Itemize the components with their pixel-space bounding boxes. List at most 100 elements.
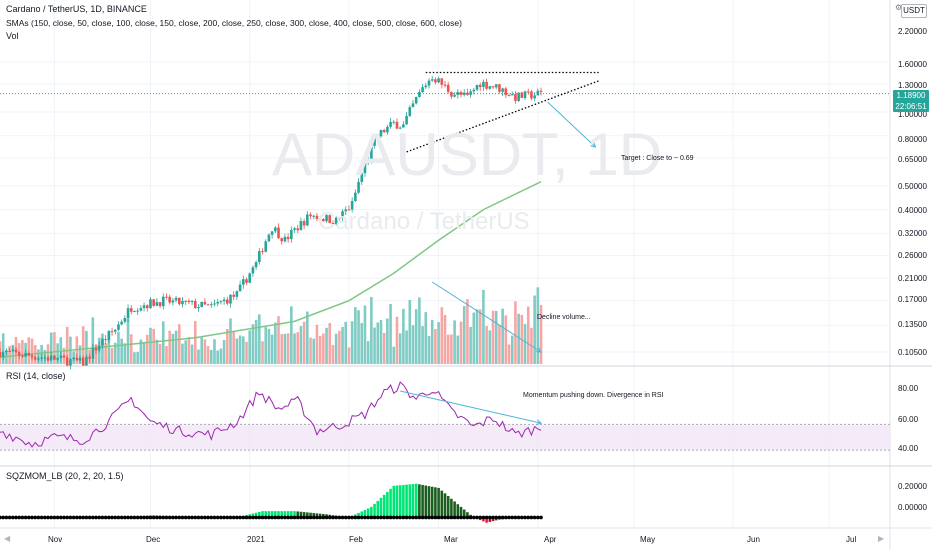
momentum-bar bbox=[427, 486, 431, 518]
price-tick: 1.00000 bbox=[898, 110, 927, 119]
squeeze-dot bbox=[30, 515, 34, 520]
candle-body bbox=[0, 352, 2, 357]
volume-indicator-label[interactable]: Vol bbox=[6, 31, 19, 41]
rsi-label[interactable]: RSI (14, close) bbox=[6, 371, 66, 381]
volume-bar bbox=[49, 332, 53, 364]
squeeze-dot bbox=[398, 515, 402, 520]
volume-bar bbox=[193, 320, 197, 364]
volume-bar bbox=[133, 352, 136, 364]
candle-body bbox=[197, 306, 200, 308]
momentum-bar bbox=[453, 501, 456, 518]
volume-bar bbox=[120, 338, 123, 364]
sqzmom-label[interactable]: SQZMOM_LB (20, 2, 20, 1.5) bbox=[6, 471, 124, 481]
volume-bar bbox=[296, 332, 300, 364]
scroll-left-arrow-icon[interactable]: ◀ bbox=[4, 534, 11, 543]
candle-body bbox=[206, 304, 210, 306]
volume-bar bbox=[85, 331, 88, 364]
rsi-line bbox=[0, 381, 542, 448]
momentum-bar bbox=[258, 511, 261, 518]
volume-bar bbox=[267, 328, 271, 364]
candle-body bbox=[242, 279, 245, 285]
scroll-right-arrow-icon[interactable]: ▶ bbox=[878, 534, 885, 543]
candle-body bbox=[501, 88, 504, 92]
squeeze-dot bbox=[215, 515, 220, 520]
squeeze-dot bbox=[17, 515, 22, 520]
squeeze-dot bbox=[363, 515, 367, 520]
volume-bar bbox=[341, 326, 344, 364]
squeeze-dot bbox=[75, 515, 79, 520]
volume-bar bbox=[165, 346, 168, 364]
momentum-bar bbox=[290, 511, 293, 518]
squeeze-dot bbox=[433, 515, 438, 520]
currency-button[interactable]: USDT bbox=[901, 4, 927, 18]
candle-body bbox=[523, 91, 527, 98]
volume-bar bbox=[197, 349, 200, 364]
volume-bar bbox=[21, 340, 24, 364]
momentum-bar bbox=[430, 486, 434, 518]
squeeze-dot bbox=[391, 515, 396, 520]
candle-body bbox=[161, 296, 165, 307]
candle-body bbox=[123, 318, 127, 322]
momentum-bar bbox=[309, 512, 312, 518]
volume-bar bbox=[280, 334, 284, 364]
candle-body bbox=[248, 273, 252, 283]
squeeze-dot bbox=[353, 515, 358, 520]
squeeze-dot bbox=[123, 515, 127, 520]
momentum-bar bbox=[366, 508, 370, 518]
volume-bar bbox=[427, 336, 431, 364]
volume-bar bbox=[421, 326, 424, 364]
sma-indicator-label[interactable]: SMAs (150, close, 50, close, 100, close,… bbox=[6, 18, 462, 28]
squeeze-dot bbox=[318, 515, 322, 520]
candle-body bbox=[446, 84, 450, 92]
volume-bar bbox=[286, 333, 290, 364]
squeeze-dot bbox=[276, 515, 281, 520]
volume-bar bbox=[290, 306, 293, 364]
squeeze-dot bbox=[504, 515, 508, 520]
momentum-bar bbox=[293, 511, 296, 518]
candle-body bbox=[357, 181, 360, 193]
squeeze-dot bbox=[529, 515, 534, 520]
squeeze-dot bbox=[145, 515, 150, 520]
squeeze-dot bbox=[27, 515, 31, 520]
squeeze-dot bbox=[417, 515, 422, 520]
squeeze-dot bbox=[222, 515, 226, 520]
momentum-bar bbox=[277, 511, 280, 518]
price-tick: 1.30000 bbox=[898, 81, 927, 90]
volume-bar bbox=[209, 349, 213, 364]
settings-gear-icon[interactable]: ⚙ bbox=[895, 3, 903, 12]
volume-bar bbox=[81, 326, 85, 364]
volume-bar bbox=[33, 345, 37, 364]
momentum-bar bbox=[299, 511, 303, 518]
rsi-tick: 60.00 bbox=[898, 415, 919, 424]
squeeze-dot bbox=[286, 515, 290, 520]
volume-bar bbox=[331, 344, 335, 364]
volume-bar bbox=[494, 310, 498, 364]
candle-body bbox=[331, 222, 335, 225]
volume-bar bbox=[190, 344, 194, 364]
candle-body bbox=[177, 297, 181, 305]
candle-body bbox=[283, 236, 287, 242]
squeeze-dot bbox=[315, 515, 319, 520]
volume-decline-arrow bbox=[431, 281, 542, 353]
volume-bar bbox=[274, 322, 277, 364]
squeeze-dot bbox=[507, 515, 511, 520]
candle-body bbox=[533, 95, 536, 99]
squeeze-dot bbox=[132, 515, 137, 520]
squeeze-dot bbox=[203, 515, 207, 520]
squeeze-dot bbox=[283, 515, 287, 520]
candle-body bbox=[322, 218, 325, 222]
squeeze-dot bbox=[116, 515, 121, 520]
candle-body bbox=[261, 251, 264, 253]
candle-body bbox=[46, 357, 50, 361]
volume-bar bbox=[376, 322, 380, 364]
squeeze-dot bbox=[206, 515, 210, 520]
volume-bar bbox=[386, 318, 389, 364]
volume-bar bbox=[498, 324, 501, 364]
momentum-bar bbox=[488, 517, 492, 522]
squeeze-dot bbox=[39, 515, 44, 520]
squeeze-dot bbox=[52, 515, 57, 520]
squeeze-dot bbox=[407, 515, 412, 520]
volume-bar bbox=[78, 345, 82, 364]
chart-title[interactable]: Cardano / TetherUS, 1D, BINANCE bbox=[6, 4, 147, 14]
